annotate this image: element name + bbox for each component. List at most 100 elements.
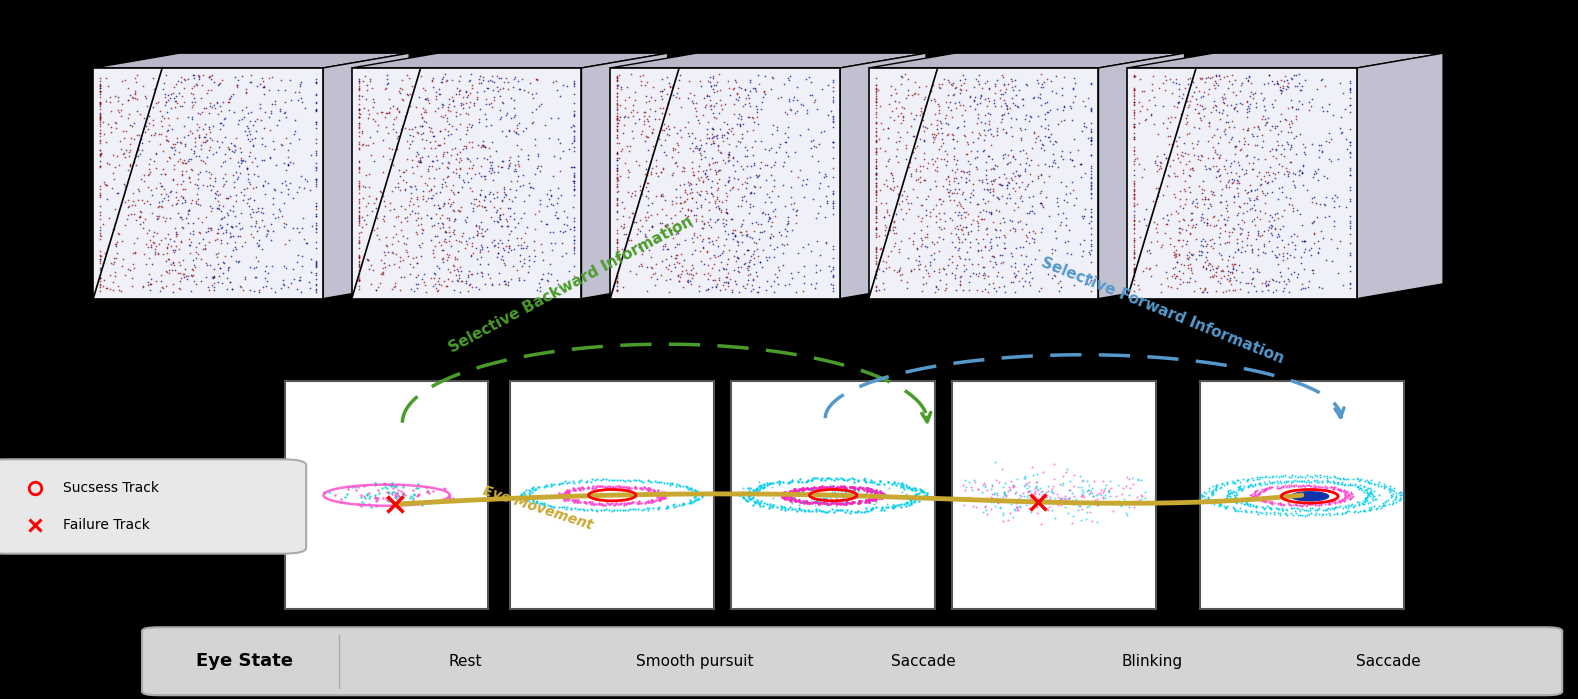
- Point: [418, 184, 443, 195]
- Point: [649, 256, 674, 267]
- Point: [702, 217, 727, 228]
- Point: [88, 183, 114, 194]
- Point: [1163, 112, 1188, 123]
- Point: [770, 180, 795, 191]
- Point: [1289, 500, 1314, 512]
- Point: [1071, 210, 1097, 222]
- Point: [612, 94, 638, 106]
- Point: [551, 491, 576, 502]
- Point: [1053, 213, 1078, 224]
- Point: [464, 201, 489, 212]
- Point: [1321, 483, 1346, 494]
- Point: [488, 210, 513, 221]
- Point: [1284, 204, 1310, 215]
- Point: [388, 185, 413, 196]
- Point: [529, 239, 554, 250]
- Point: [655, 243, 680, 254]
- Point: [1234, 188, 1259, 199]
- Point: [278, 74, 303, 85]
- Point: [967, 129, 993, 140]
- Point: [562, 161, 587, 173]
- Point: [817, 479, 843, 490]
- Point: [978, 480, 1004, 491]
- Point: [238, 69, 264, 80]
- Point: [609, 482, 634, 493]
- Point: [410, 227, 436, 238]
- Point: [95, 193, 120, 204]
- Point: [851, 506, 876, 517]
- Point: [652, 221, 677, 232]
- Point: [693, 101, 718, 113]
- Point: [153, 69, 178, 80]
- Point: [524, 284, 549, 296]
- Polygon shape: [868, 68, 1098, 298]
- Point: [1048, 493, 1073, 505]
- Point: [1253, 482, 1278, 493]
- Point: [1266, 159, 1291, 170]
- Point: [1278, 503, 1303, 514]
- Point: [1209, 253, 1234, 264]
- Point: [690, 236, 715, 247]
- Point: [772, 239, 797, 250]
- Point: [215, 193, 240, 204]
- Point: [940, 111, 966, 122]
- Point: [1302, 475, 1327, 487]
- Point: [683, 140, 709, 152]
- Point: [1201, 243, 1226, 254]
- Point: [986, 224, 1011, 236]
- Point: [1206, 166, 1231, 177]
- Point: [787, 483, 813, 494]
- Point: [797, 488, 822, 499]
- Point: [151, 145, 177, 156]
- Point: [1035, 485, 1060, 496]
- Point: [1310, 481, 1335, 492]
- Point: [202, 99, 227, 110]
- Point: [1352, 496, 1378, 507]
- Point: [726, 266, 751, 278]
- Point: [1202, 144, 1228, 155]
- Point: [808, 495, 833, 506]
- Point: [245, 171, 270, 182]
- Point: [104, 240, 129, 252]
- Point: [371, 135, 396, 146]
- Point: [989, 510, 1015, 521]
- Point: [1206, 247, 1231, 259]
- Point: [693, 164, 718, 175]
- Point: [215, 219, 240, 230]
- Point: [909, 106, 934, 117]
- Point: [350, 138, 376, 150]
- Point: [814, 492, 839, 503]
- Point: [1079, 105, 1105, 116]
- Point: [963, 233, 988, 244]
- Point: [136, 242, 161, 253]
- Point: [115, 94, 140, 106]
- Point: [709, 94, 734, 106]
- Point: [527, 166, 552, 177]
- Point: [562, 145, 587, 157]
- Point: [1158, 111, 1184, 122]
- Point: [683, 494, 709, 505]
- Point: [494, 107, 519, 118]
- Point: [134, 196, 159, 207]
- Point: [174, 270, 199, 281]
- Point: [467, 168, 492, 179]
- Point: [1365, 480, 1390, 491]
- Point: [505, 120, 530, 131]
- Point: [956, 284, 982, 296]
- Point: [871, 479, 896, 490]
- Point: [346, 77, 371, 88]
- Point: [1286, 78, 1311, 89]
- Point: [1051, 71, 1076, 82]
- Point: [1007, 241, 1032, 252]
- Point: [462, 219, 488, 231]
- Point: [685, 493, 710, 504]
- Point: [628, 482, 653, 493]
- Point: [406, 219, 431, 231]
- Point: [999, 251, 1024, 262]
- Point: [1122, 96, 1147, 108]
- Point: [985, 192, 1010, 203]
- Point: [1337, 152, 1362, 163]
- Point: [1000, 131, 1026, 142]
- Point: [462, 194, 488, 205]
- Point: [720, 182, 745, 194]
